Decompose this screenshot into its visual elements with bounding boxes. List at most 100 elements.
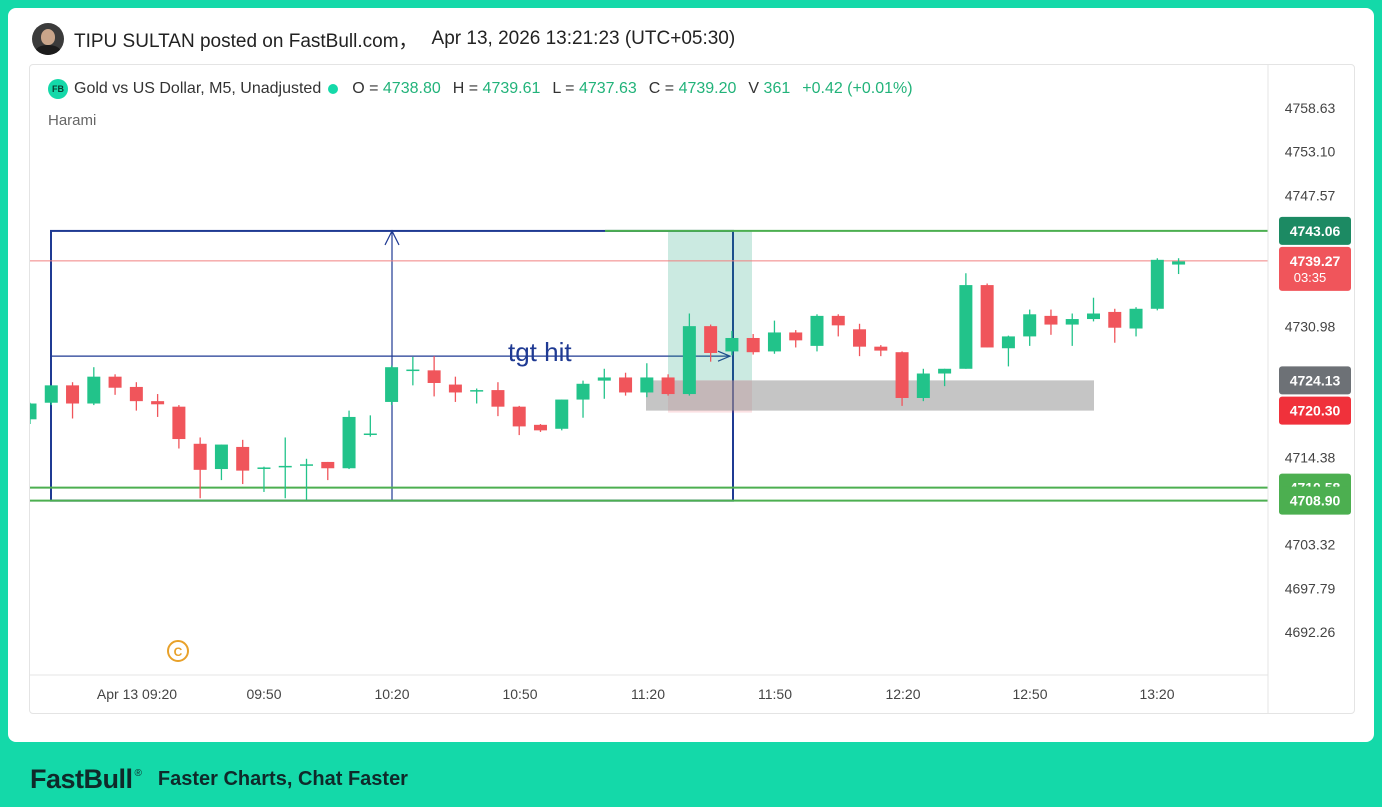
candle-body[interactable]: [427, 370, 441, 383]
candle-body[interactable]: [321, 461, 335, 469]
candle-body[interactable]: [1044, 315, 1058, 325]
annotation-label: tgt hit: [508, 337, 572, 367]
price-tag-label: 4739.27: [1290, 253, 1341, 269]
candle-body[interactable]: [938, 368, 952, 374]
candle-body[interactable]: [704, 326, 718, 353]
candle-body[interactable]: [108, 376, 122, 388]
candle-body[interactable]: [363, 433, 377, 436]
candle-body[interactable]: [406, 369, 420, 372]
candle-body[interactable]: [789, 332, 803, 341]
candle-body[interactable]: [342, 416, 356, 469]
x-tick-label: 09:50: [246, 686, 281, 702]
price-tag[interactable]: [1279, 246, 1351, 291]
volume-label: V: [748, 80, 760, 97]
candle-body[interactable]: [1150, 259, 1164, 309]
candle-body[interactable]: [916, 373, 930, 398]
candle-body[interactable]: [30, 403, 37, 420]
post-date: Apr 13, 2026 13:21:23 (UTC+05:30): [431, 28, 736, 49]
candle-body[interactable]: [278, 465, 292, 468]
symbol-title[interactable]: Gold vs US Dollar, M5, Unadjusted: [74, 80, 322, 97]
fastbull-logo[interactable]: FastBull: [30, 763, 133, 794]
candle-body[interactable]: [512, 406, 526, 427]
candle-body[interactable]: [533, 424, 547, 431]
candle-body[interactable]: [214, 444, 228, 470]
candle-body[interactable]: [959, 285, 973, 369]
candle-body[interactable]: [619, 377, 633, 393]
x-tick-label: 11:50: [758, 686, 792, 702]
candle-body[interactable]: [129, 386, 143, 402]
candle-body[interactable]: [257, 467, 271, 469]
volume-value: 361: [763, 80, 791, 97]
candle-body[interactable]: [491, 390, 505, 407]
countdown-label: 03:35: [1294, 270, 1327, 285]
avatar[interactable]: [32, 23, 64, 55]
open-value: 4738.80: [382, 80, 441, 97]
candle-body[interactable]: [1087, 313, 1100, 320]
post-card: TIPU SULTAN posted on FastBull.com， Apr …: [8, 8, 1374, 742]
candle-body[interactable]: [853, 329, 867, 347]
candle-body[interactable]: [448, 384, 462, 393]
price-tag[interactable]: [1279, 216, 1351, 245]
candle-body[interactable]: [725, 337, 739, 352]
candle-body[interactable]: [1129, 308, 1143, 329]
tagline: Faster Charts, Chat Faster: [157, 767, 408, 790]
candle-body[interactable]: [193, 443, 207, 470]
close-value: 4739.20: [678, 80, 737, 97]
y-tick-label: 4697.79: [1285, 580, 1336, 596]
arrow-up-icon: [384, 229, 400, 246]
arrow-right-icon: [717, 350, 732, 362]
y-tick-label: 4747.57: [1285, 187, 1336, 203]
y-tick-label: 4730.98: [1285, 318, 1336, 334]
x-tick-label: 13:20: [1139, 686, 1174, 702]
post-author[interactable]: TIPU SULTAN posted on FastBull.com，: [74, 30, 418, 52]
candle-body[interactable]: [555, 399, 569, 429]
x-tick-label: 11:20: [631, 686, 665, 702]
chart-frame[interactable]: tgt hit C 4758.63 4753.10 4747.57 4730.98 4714…: [29, 64, 1355, 714]
candle-body[interactable]: [470, 390, 484, 392]
candle-body[interactable]: [151, 401, 165, 405]
chart-legend: FB Gold vs US Dollar, M5, Unadjusted O =…: [48, 79, 925, 99]
x-tick-label: 12:50: [1012, 686, 1047, 702]
candle-body[interactable]: [236, 446, 250, 471]
y-tick-label: 4692.26: [1285, 624, 1336, 640]
candle-body[interactable]: [597, 377, 611, 381]
candle-body[interactable]: [300, 464, 314, 466]
candle-body[interactable]: [1108, 311, 1122, 328]
x-tick-label: 10:20: [374, 686, 409, 702]
candle-body[interactable]: [682, 326, 696, 395]
candle-body[interactable]: [980, 285, 994, 348]
price-tag[interactable]: [1279, 366, 1351, 395]
copyright-icon: [167, 640, 189, 662]
candle-body[interactable]: [172, 406, 186, 440]
candle-body[interactable]: [66, 385, 80, 404]
live-status-icon: [328, 84, 339, 94]
registered-mark: ®: [134, 767, 142, 779]
indicator-label[interactable]: Harami: [48, 112, 97, 129]
candle-body[interactable]: [640, 377, 654, 393]
high-value: 4739.61: [482, 80, 541, 97]
high-label: H =: [452, 80, 479, 97]
candle-body[interactable]: [385, 367, 399, 402]
price-tag[interactable]: [1279, 486, 1351, 515]
candle-body[interactable]: [576, 383, 590, 400]
support-zone[interactable]: [646, 380, 1094, 411]
candle-body[interactable]: [1172, 261, 1186, 265]
candle-body[interactable]: [767, 332, 781, 352]
candle-body[interactable]: [895, 352, 909, 398]
candle-body[interactable]: [44, 385, 58, 403]
price-tag[interactable]: [1279, 396, 1351, 425]
candle-body[interactable]: [831, 315, 845, 326]
candle-body[interactable]: [87, 376, 101, 404]
candle-body[interactable]: [1023, 314, 1037, 337]
candlestick-chart[interactable]: tgt hit C 4758.63 4753.10 4747.57 4730.98 4714…: [30, 65, 1354, 713]
price-tag-label: 4708.90: [1290, 493, 1341, 509]
price-tag-label: 4724.13: [1290, 372, 1341, 388]
low-value: 4737.63: [578, 80, 637, 97]
candle-body[interactable]: [661, 377, 675, 395]
candle-body[interactable]: [746, 337, 760, 353]
candle-body[interactable]: [1001, 336, 1015, 349]
candle-body[interactable]: [1065, 319, 1079, 325]
candle-body[interactable]: [810, 315, 824, 346]
candle-body[interactable]: [874, 346, 888, 351]
y-tick-label: 4703.32: [1285, 537, 1336, 553]
